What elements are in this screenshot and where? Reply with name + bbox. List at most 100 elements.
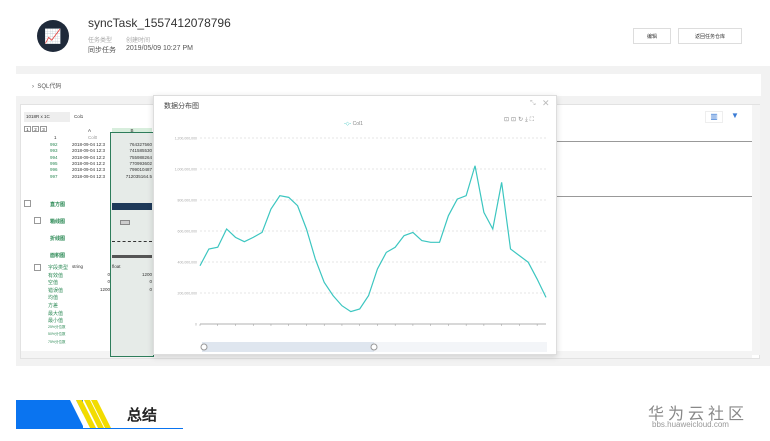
- stat-label: 均值: [48, 295, 59, 302]
- sql-label: SQL代码: [37, 84, 62, 90]
- stat-b: 1200: [141, 271, 152, 277]
- cell-col1[interactable]: 712035164.5: [125, 173, 152, 179]
- cell-col0[interactable]: 2018-09-04 12:3: [72, 173, 106, 179]
- stat-b: 0: [149, 279, 152, 285]
- level-button[interactable]: 2: [32, 126, 39, 132]
- time-label: 创建时间: [126, 38, 151, 44]
- section-stripes: [70, 400, 111, 428]
- cell-col1[interactable]: 764327560: [129, 142, 152, 147]
- edit-button[interactable]: 编辑: [633, 28, 671, 44]
- y-tick-label: 1,200,000,000: [175, 137, 197, 141]
- task-logo-icon: 📈: [37, 20, 69, 52]
- stat-a: 0: [107, 271, 110, 277]
- stat-a: 1200: [99, 286, 110, 292]
- brand-name: 华为云社区: [648, 406, 749, 423]
- cell-col1[interactable]: 741585530: [129, 148, 152, 154]
- boxplot-sparkline: [120, 220, 130, 225]
- stat-a: 0: [107, 279, 110, 285]
- stat-label: 空值: [48, 280, 59, 287]
- y-tick-label: 400,000,000: [178, 261, 198, 265]
- histogram-sparkline: [112, 198, 152, 210]
- row-number: 996: [50, 167, 58, 173]
- stat-label: 最大值: [48, 310, 64, 317]
- fullscreen-icon: ⛶: [529, 117, 536, 123]
- col-header: Col0: [88, 135, 98, 140]
- stat-label: 75%分位数: [48, 340, 66, 344]
- cell-col0[interactable]: 2018-09-04 12:2: [72, 154, 106, 160]
- y-tick-label: 0: [195, 323, 197, 327]
- line-chart: 0 200,000,000 400,000,000 600,000,000 800,00…: [175, 137, 547, 352]
- viz-label: 折线图: [50, 236, 66, 242]
- sql-section-toggle[interactable]: › SQL代码: [16, 74, 761, 96]
- brand-url: bbs.huaweicloud.com: [652, 420, 729, 429]
- y-tick-label: 1,000,000,000: [175, 168, 197, 172]
- stat-label: 25%分位数: [48, 324, 66, 329]
- viz-label: 箱线图: [50, 219, 66, 225]
- filter-icon[interactable]: ▼: [731, 111, 739, 120]
- row-number: 995: [50, 160, 58, 166]
- column-name: Col1: [74, 114, 84, 119]
- task-title: syncTask_1557412078796: [88, 16, 231, 30]
- cell-col0[interactable]: 2018-09-04 12:2: [72, 160, 106, 166]
- collapse-toggle[interactable]: [34, 264, 41, 271]
- stat-a: string: [72, 264, 84, 269]
- stat-label: 字段类型: [48, 265, 69, 271]
- y-tick-label: 600,000,000: [178, 230, 198, 234]
- chevron-right-icon: ›: [32, 84, 38, 90]
- stat-label: 错误值: [48, 287, 64, 294]
- collapse-toggle[interactable]: [34, 217, 41, 224]
- level-button[interactable]: 3: [40, 126, 47, 132]
- time-value: 2019/05/09 10:27 PM: [126, 45, 193, 52]
- section-underline: [16, 428, 183, 429]
- chart-toolbox[interactable]: ⊡⊡↻⤓⛶: [504, 116, 536, 124]
- chart-icon[interactable]: ▥: [705, 111, 723, 123]
- row-number: 992: [50, 142, 58, 147]
- size-indicator: 1018R x 1C: [24, 112, 70, 122]
- row-number: 997: [50, 173, 58, 179]
- chart-legend[interactable]: -◇- Col1: [344, 121, 363, 127]
- stat-b: float: [112, 264, 121, 269]
- row-number: 994: [50, 154, 58, 160]
- legend-label: Col1: [352, 121, 363, 127]
- back-to-repo-button[interactable]: 返回任务仓库: [678, 28, 742, 44]
- cell-col0[interactable]: 2018-09-04 12:3: [72, 167, 106, 173]
- linechart-sparkline: [112, 236, 152, 242]
- download-icon: ⤓: [525, 117, 530, 123]
- stat-label: 最小值: [48, 318, 64, 325]
- dialog-title: 数据分布图: [164, 103, 199, 110]
- viz-label: 面积图: [50, 253, 66, 259]
- cell-col1[interactable]: 770993602: [129, 160, 152, 166]
- zoom-icon: ⊡: [504, 117, 512, 123]
- viz-label: 直方图: [50, 202, 66, 208]
- column-letter[interactable]: B: [112, 128, 152, 135]
- minimize-icon[interactable]: ⤡: [530, 100, 536, 107]
- selected-column[interactable]: [110, 132, 154, 357]
- stat-label: 有效值: [48, 272, 64, 279]
- close-icon[interactable]: ✕: [542, 98, 550, 108]
- series-line-col1: [199, 165, 547, 313]
- collapse-toggle[interactable]: [24, 200, 31, 207]
- cell-col0[interactable]: 2018-09-04 12:3: [72, 142, 106, 147]
- cell-col1[interactable]: 755988264: [129, 154, 152, 160]
- stat-b: 0: [149, 286, 152, 292]
- datazoom-selection: [202, 342, 374, 352]
- restore-icon: ↻: [518, 117, 526, 123]
- row-number: 993: [50, 148, 58, 154]
- type-value: 同步任务: [88, 47, 116, 54]
- datazoom-handle-right: [370, 343, 378, 351]
- y-tick-label: 800,000,000: [178, 199, 198, 203]
- type-label: 任务类型: [88, 38, 113, 44]
- vertical-scrollbar[interactable]: [752, 105, 760, 355]
- spreadsheet: 1018R x 1C Col1 1 2 3 A B 1 Col0 Col1 99…: [24, 112, 154, 357]
- row-header: 1: [54, 135, 57, 140]
- section-marker: [16, 400, 83, 428]
- zoom-reset-icon: ⊡: [511, 117, 519, 123]
- y-tick-label: 200,000,000: [178, 292, 198, 296]
- stat-label: 50%分位数: [48, 332, 66, 337]
- section-title: 总结: [127, 407, 158, 424]
- level-button[interactable]: 1: [24, 126, 31, 132]
- areachart-sparkline: [112, 252, 152, 258]
- cell-col1[interactable]: 799010487: [129, 167, 152, 173]
- stat-label: 方差: [48, 303, 59, 309]
- cell-col0[interactable]: 2018-09-04 12:3: [72, 148, 106, 154]
